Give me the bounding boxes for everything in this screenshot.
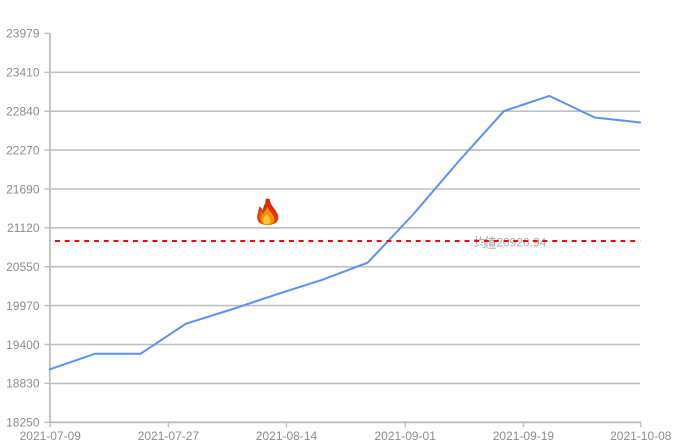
svg-text:20920.94: 20920.94 <box>496 236 546 250</box>
svg-text:18830: 18830 <box>6 377 40 391</box>
svg-text:23410: 23410 <box>6 66 40 80</box>
svg-text:2021-08-14: 2021-08-14 <box>256 429 318 443</box>
svg-text:22270: 22270 <box>6 143 40 157</box>
svg-text:19400: 19400 <box>6 338 40 352</box>
svg-text:20550: 20550 <box>6 260 40 274</box>
svg-text:2021-09-01: 2021-09-01 <box>375 429 437 443</box>
svg-text:19970: 19970 <box>6 299 40 313</box>
svg-text:18250: 18250 <box>6 416 40 430</box>
svg-text:21690: 21690 <box>6 182 40 196</box>
svg-text:23979: 23979 <box>6 27 40 41</box>
svg-text:21120: 21120 <box>7 221 40 235</box>
svg-text:22840: 22840 <box>6 105 40 119</box>
svg-text:2021-07-27: 2021-07-27 <box>138 429 200 443</box>
svg-text:2021-09-19: 2021-09-19 <box>493 429 555 443</box>
svg-text:2021-07-09: 2021-07-09 <box>20 429 82 443</box>
svg-text:2021-10-08: 2021-10-08 <box>610 429 672 443</box>
